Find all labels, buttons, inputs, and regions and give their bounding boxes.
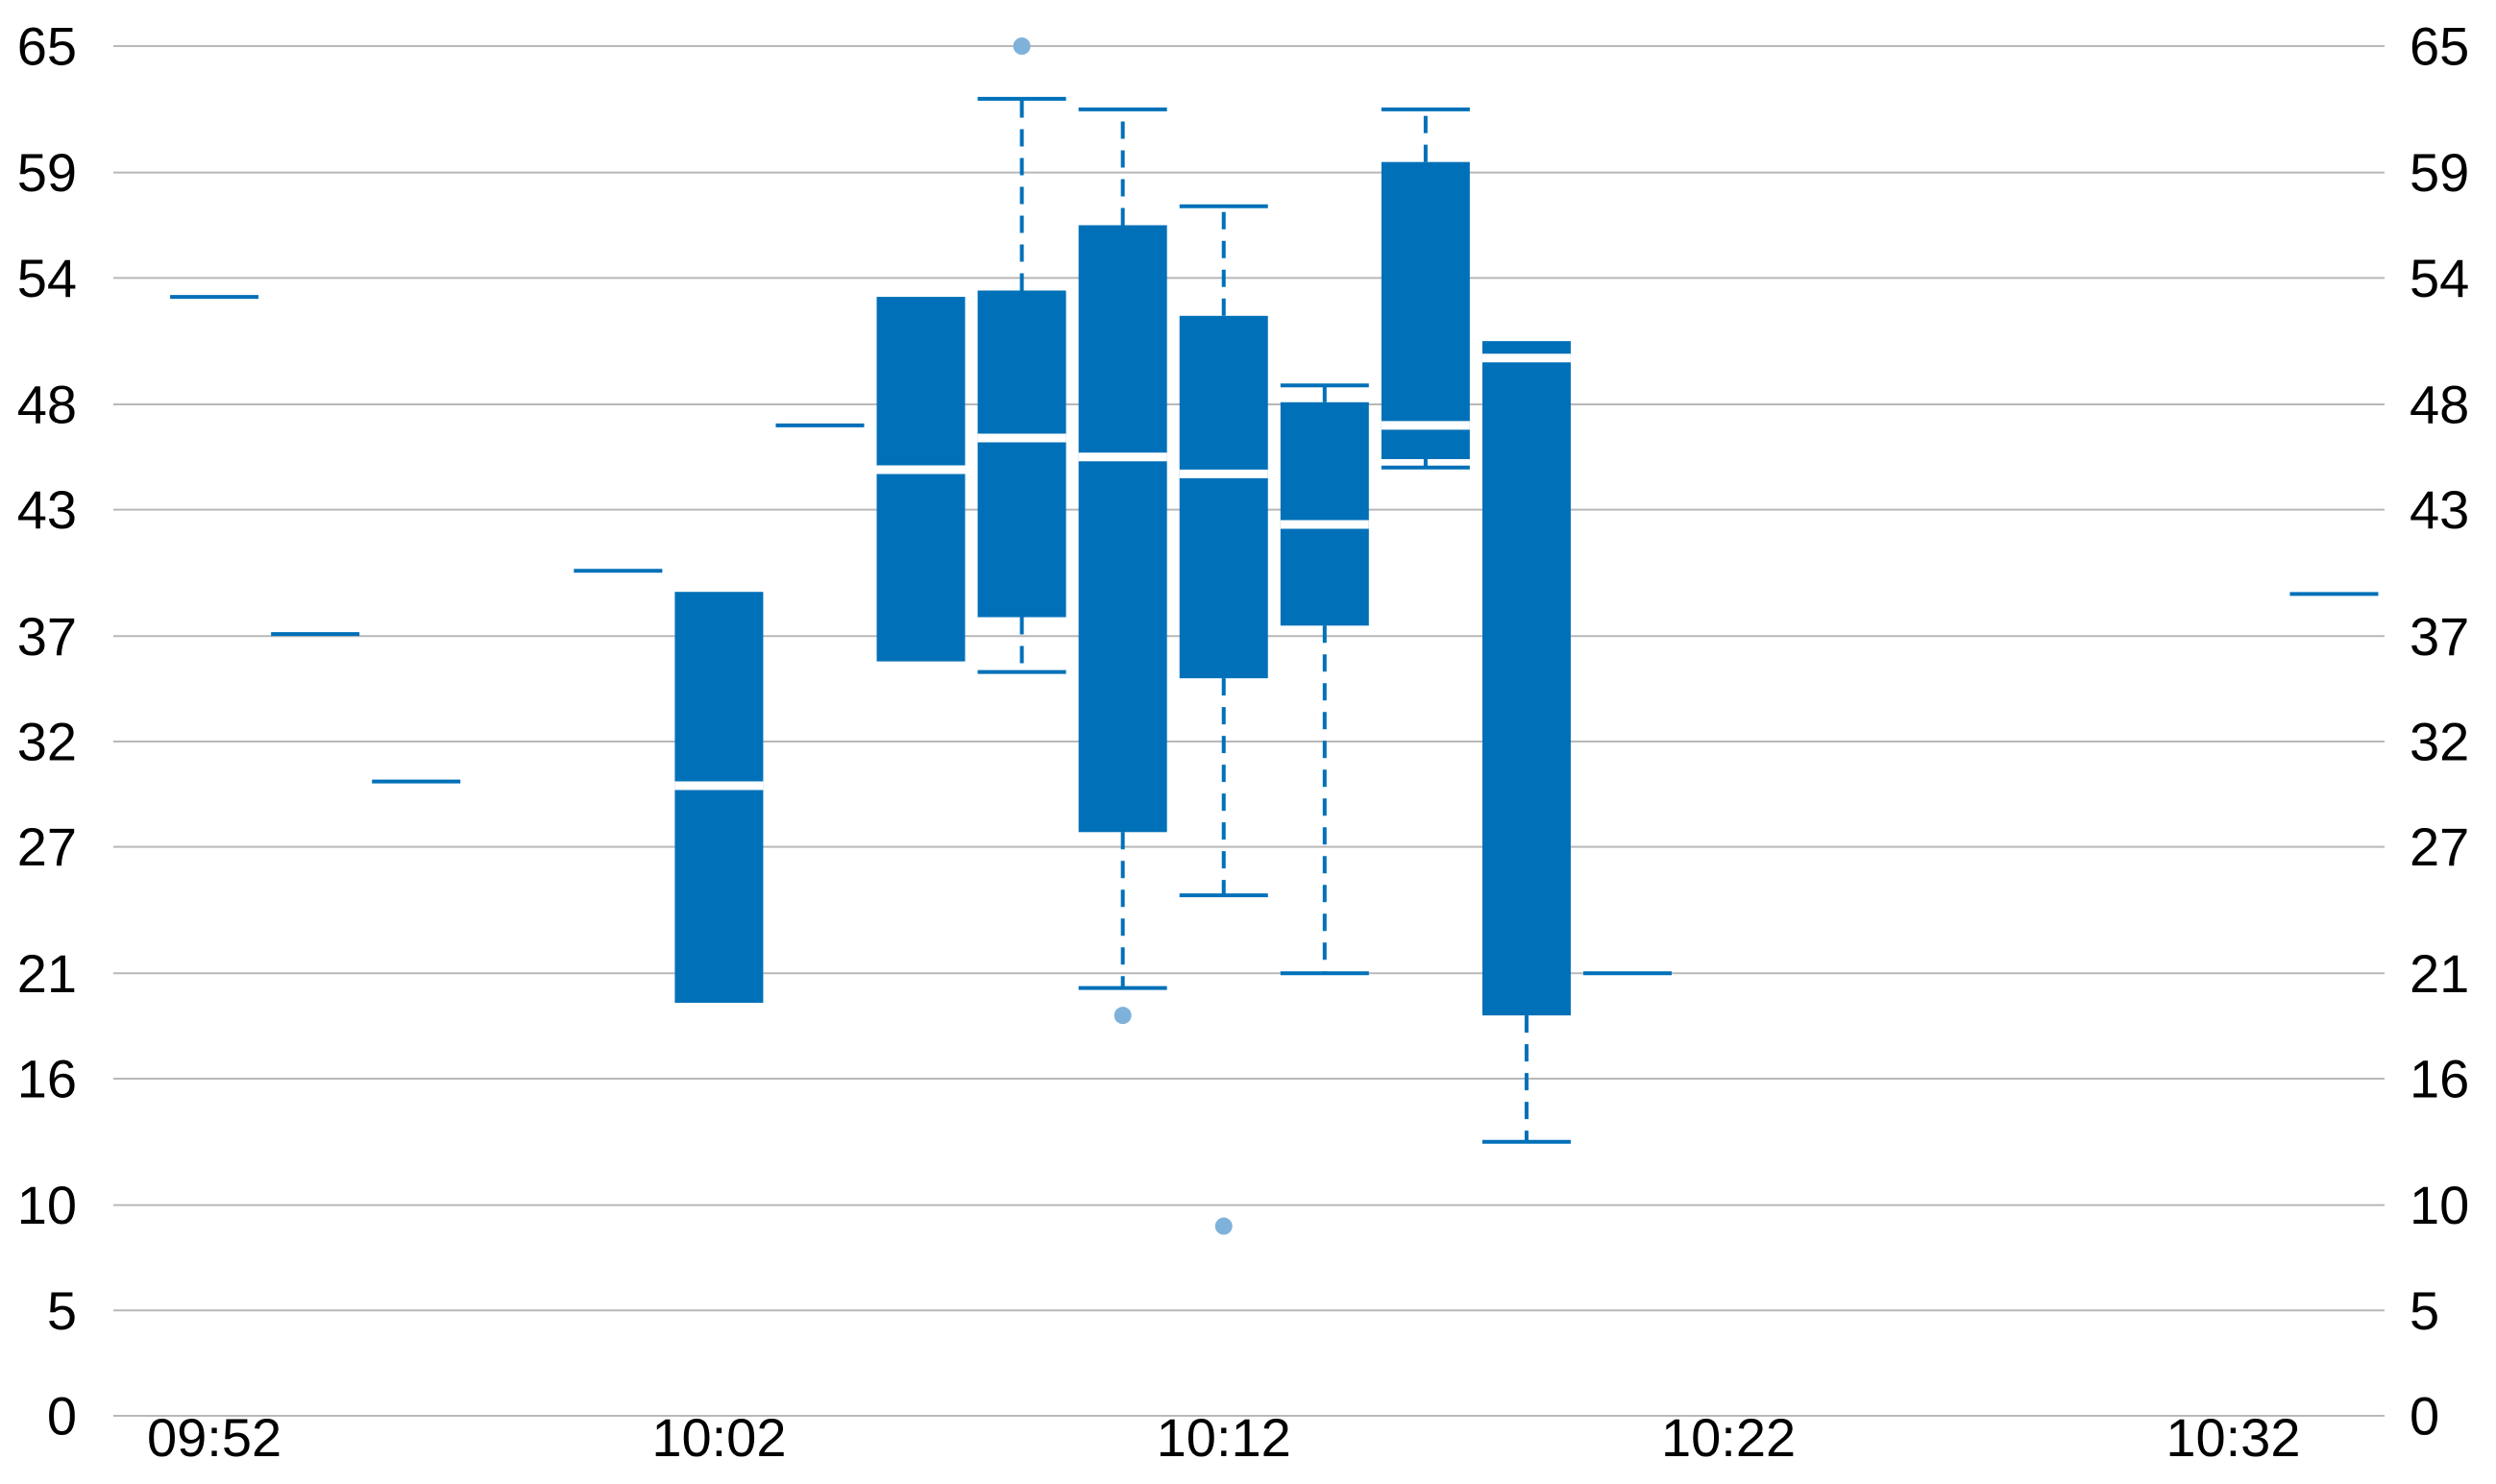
y-tick-label-left: 43 xyxy=(17,479,77,540)
y-tick-label-left: 65 xyxy=(17,16,77,77)
y-tick-label-right: 43 xyxy=(2410,479,2469,540)
y-tick-label-left: 32 xyxy=(17,711,77,771)
iqr-box xyxy=(1280,401,1369,626)
box-group xyxy=(1381,107,1470,470)
box-group xyxy=(1078,107,1167,1025)
y-tick-label-right: 48 xyxy=(2410,374,2469,434)
iqr-box xyxy=(1078,225,1167,833)
outlier-point xyxy=(1013,37,1031,55)
iqr-box xyxy=(1381,161,1470,459)
iqr-box xyxy=(977,290,1066,618)
y-tick-label-left: 5 xyxy=(47,1280,77,1341)
y-tick-label-right: 54 xyxy=(2410,248,2469,308)
x-tick-label: 10:22 xyxy=(1661,1407,1796,1468)
x-tick-label: 10:12 xyxy=(1157,1407,1291,1468)
y-tick-label-left: 21 xyxy=(17,943,77,1004)
right-y-axis: 0 5 10 16 21 27 32 37 43 48 54 59 65 xyxy=(2410,16,2469,1447)
y-tick-label-right: 27 xyxy=(2410,816,2469,877)
iqr-box xyxy=(674,592,764,1004)
y-tick-label-left: 37 xyxy=(17,606,77,667)
box-group xyxy=(876,297,966,662)
y-tick-label-right: 10 xyxy=(2410,1175,2469,1235)
y-tick-label-left: 10 xyxy=(17,1175,77,1235)
gridlines xyxy=(113,45,2385,1417)
box-group xyxy=(1179,204,1268,1235)
left-y-axis: 0 5 10 16 21 27 32 37 43 48 54 59 65 xyxy=(17,16,77,1447)
iqr-box xyxy=(876,297,966,662)
y-tick-label-right: 0 xyxy=(2410,1386,2439,1447)
iqr-box xyxy=(1481,341,1571,1016)
y-tick-label-left: 59 xyxy=(17,142,77,203)
y-tick-label-left: 16 xyxy=(17,1048,77,1108)
y-tick-label-left: 27 xyxy=(17,816,77,877)
y-tick-label-left: 54 xyxy=(17,248,77,308)
y-tick-label-right: 5 xyxy=(2410,1280,2439,1341)
x-tick-label: 09:52 xyxy=(147,1407,281,1468)
iqr-box xyxy=(1179,315,1268,679)
y-tick-label-right: 59 xyxy=(2410,142,2469,203)
box-group xyxy=(1280,383,1369,976)
y-tick-label-right: 37 xyxy=(2410,606,2469,667)
x-tick-label: 10:02 xyxy=(651,1407,786,1468)
box-series xyxy=(170,37,2379,1235)
y-tick-label-right: 21 xyxy=(2410,943,2469,1004)
outlier-point xyxy=(1113,1007,1132,1025)
outlier-point xyxy=(1214,1217,1233,1235)
x-tick-label: 10:32 xyxy=(2166,1407,2300,1468)
y-tick-label-right: 16 xyxy=(2410,1048,2469,1108)
y-tick-label-left: 48 xyxy=(17,374,77,434)
box-group xyxy=(674,592,764,1004)
y-tick-label-left: 0 xyxy=(47,1386,77,1447)
x-axis: 09:52 10:02 10:12 10:22 10:32 xyxy=(147,1407,2300,1468)
y-tick-label-right: 32 xyxy=(2410,711,2469,771)
box-group xyxy=(1481,341,1571,1144)
box-group xyxy=(977,37,1066,674)
y-tick-label-right: 65 xyxy=(2410,16,2469,77)
